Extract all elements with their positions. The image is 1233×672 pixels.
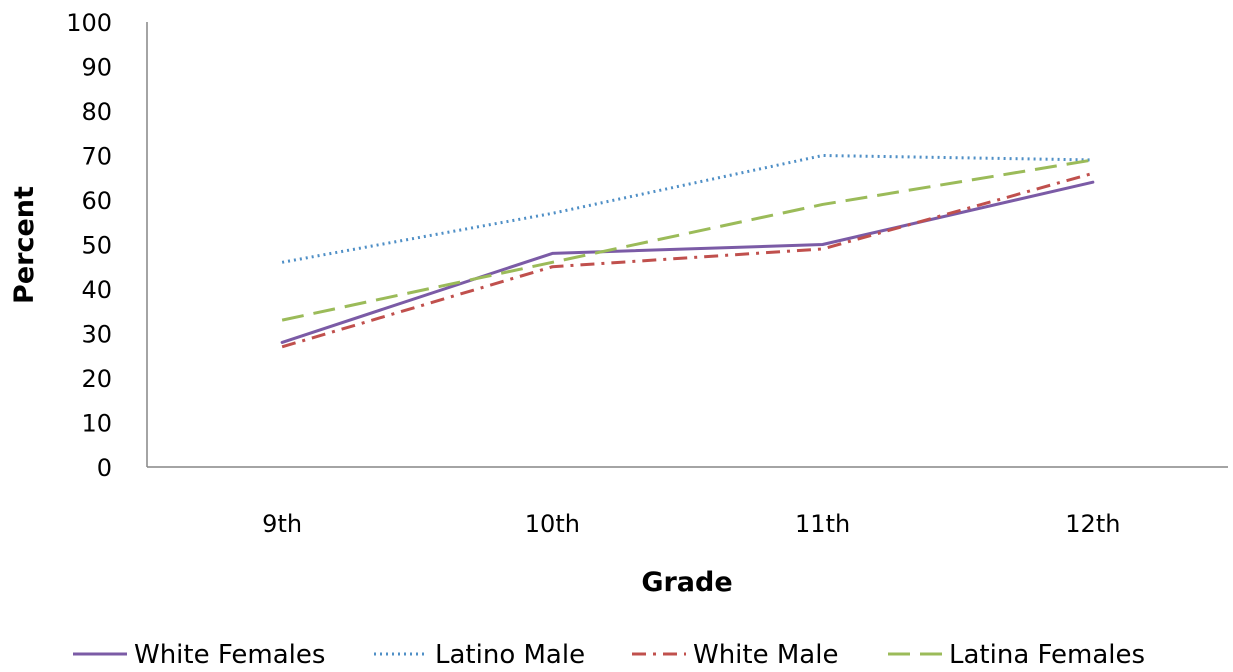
x-tick-label: 11th bbox=[795, 510, 850, 538]
legend-label: Latino Male bbox=[435, 640, 585, 667]
axes bbox=[146, 22, 1228, 468]
x-tick-labels: 9th 10th 11th 12th bbox=[262, 510, 1120, 538]
y-tick-label: 70 bbox=[81, 143, 112, 171]
y-axis-title: Percent bbox=[9, 186, 40, 304]
y-tick-label: 60 bbox=[81, 187, 112, 215]
series-lines bbox=[280, 154, 1095, 349]
series-line-white-females bbox=[280, 180, 1095, 344]
y-tick-label: 20 bbox=[81, 365, 112, 393]
y-tick-label: 90 bbox=[81, 54, 112, 82]
legend-label: Latina Females bbox=[949, 640, 1145, 667]
y-tick-label: 40 bbox=[81, 276, 112, 304]
legend-label: White Male bbox=[693, 640, 838, 667]
x-axis-title: Grade bbox=[641, 567, 732, 598]
y-tick-label: 30 bbox=[81, 321, 112, 349]
y-tick-label: 80 bbox=[81, 98, 112, 126]
y-tick-label: 0 bbox=[97, 454, 112, 482]
legend-label: White Females bbox=[134, 640, 325, 667]
series-line-latina-females bbox=[281, 158, 1094, 322]
x-tick-label: 9th bbox=[262, 510, 302, 538]
y-tick-label: 10 bbox=[81, 410, 112, 438]
y-tick-label: 50 bbox=[81, 232, 112, 260]
y-tick-labels: 0 10 20 30 40 50 60 70 80 90 100 bbox=[66, 9, 112, 482]
series-line-white-male bbox=[281, 171, 1094, 349]
x-tick-label: 10th bbox=[525, 510, 580, 538]
y-tick-label: 100 bbox=[66, 9, 112, 37]
legend: White Females Latino Male White Male Latina… bbox=[73, 640, 1145, 670]
x-tick-label: 12th bbox=[1065, 510, 1120, 538]
